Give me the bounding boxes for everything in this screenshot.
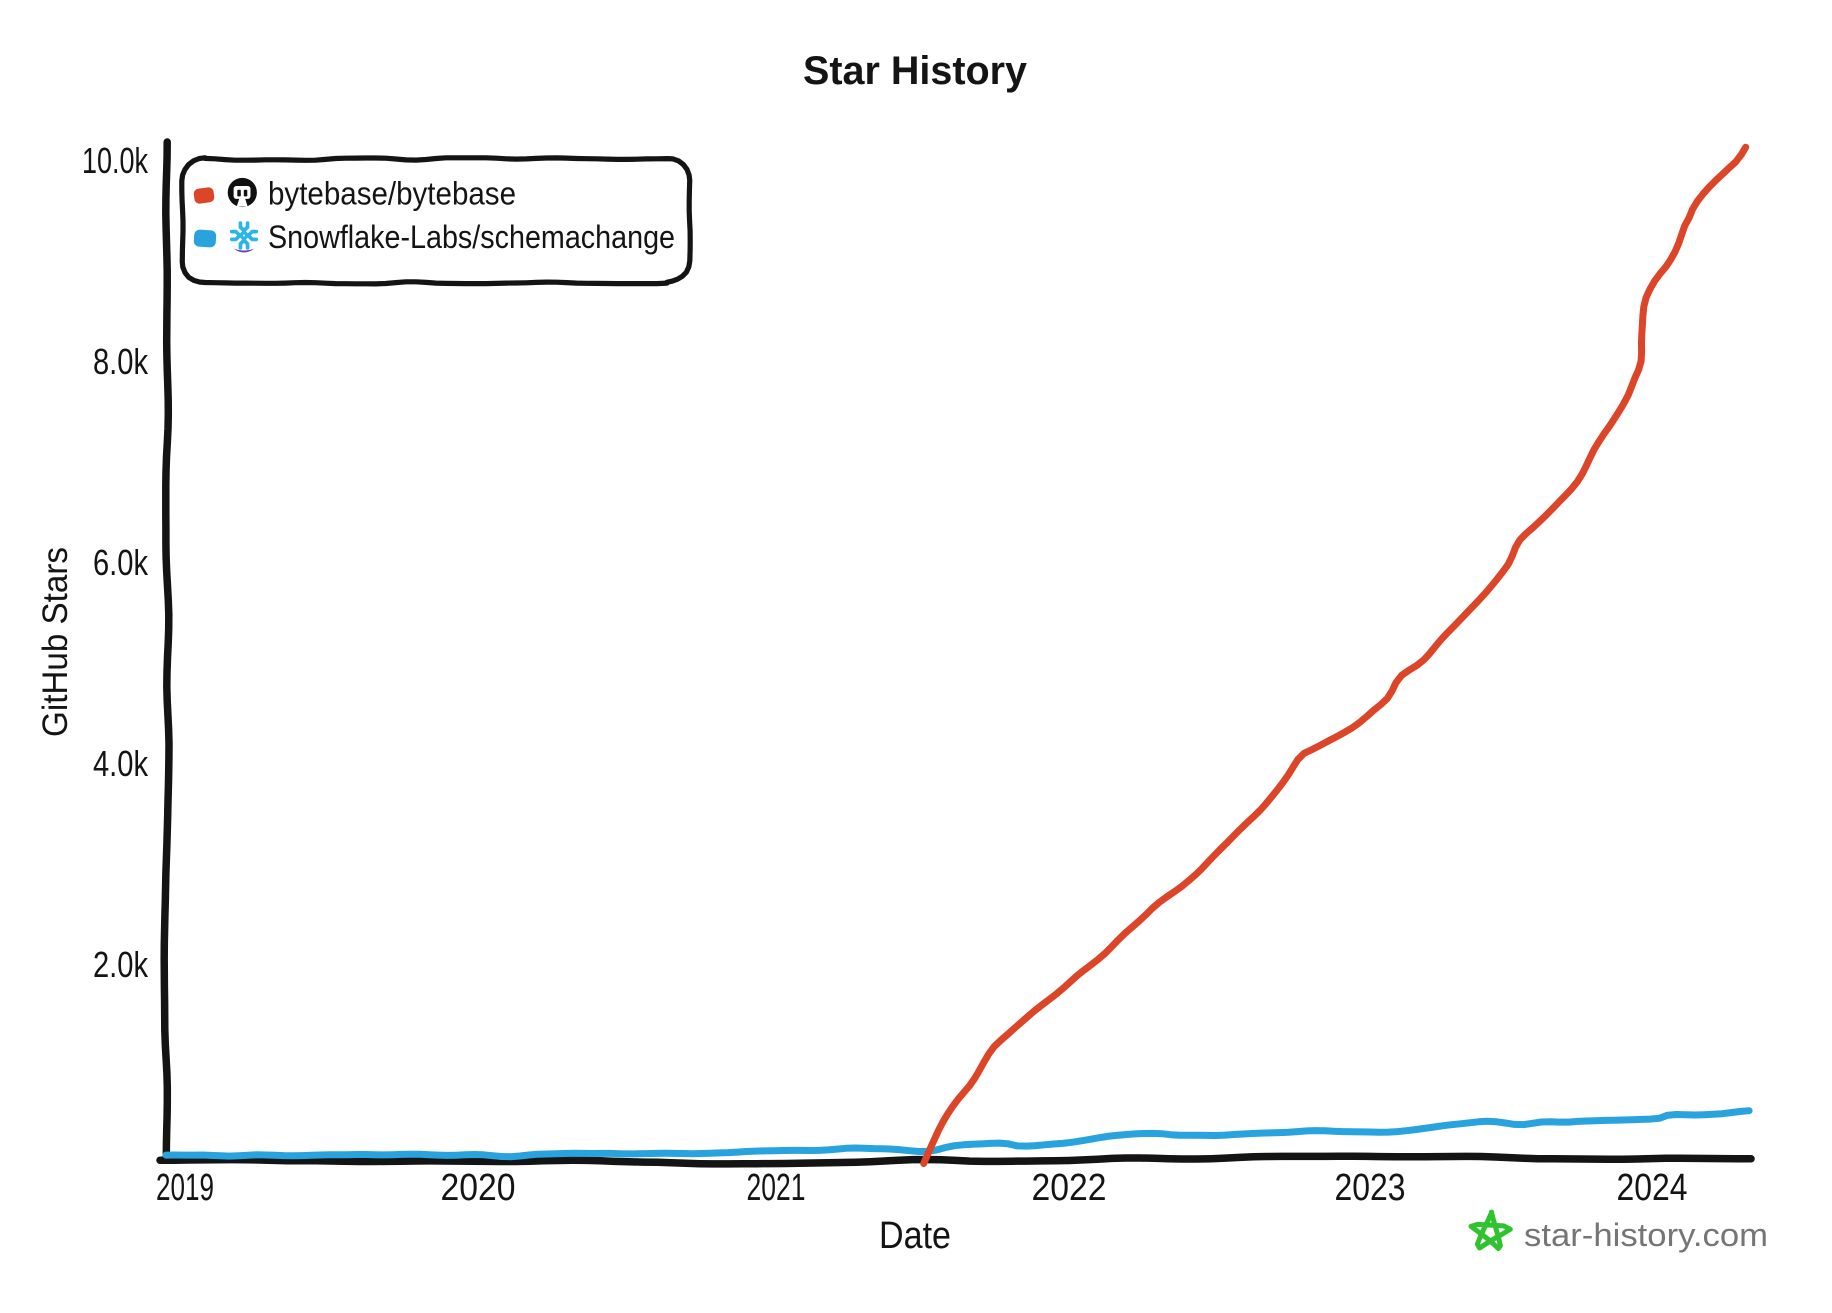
svg-text:2023: 2023 <box>1335 1167 1406 1209</box>
svg-text:8.0k: 8.0k <box>93 341 149 382</box>
svg-text:Snowflake-Labs/schemachange: Snowflake-Labs/schemachange <box>268 219 675 255</box>
svg-text:GitHub Stars: GitHub Stars <box>36 547 75 737</box>
svg-text:Star History: Star History <box>803 49 1028 93</box>
svg-text:2019: 2019 <box>156 1167 214 1209</box>
svg-text:2022: 2022 <box>1032 1167 1107 1209</box>
svg-text:star-history.com: star-history.com <box>1524 1217 1768 1253</box>
svg-text:4.0k: 4.0k <box>93 743 149 784</box>
svg-text:Date: Date <box>879 1215 951 1257</box>
svg-text:10.0k: 10.0k <box>82 140 149 181</box>
svg-text:2024: 2024 <box>1617 1167 1688 1209</box>
svg-text:2.0k: 2.0k <box>93 944 149 985</box>
svg-text:6.0k: 6.0k <box>93 542 149 583</box>
svg-text:bytebase/bytebase: bytebase/bytebase <box>268 176 516 212</box>
svg-text:2021: 2021 <box>747 1167 806 1209</box>
svg-text:2020: 2020 <box>441 1167 516 1209</box>
